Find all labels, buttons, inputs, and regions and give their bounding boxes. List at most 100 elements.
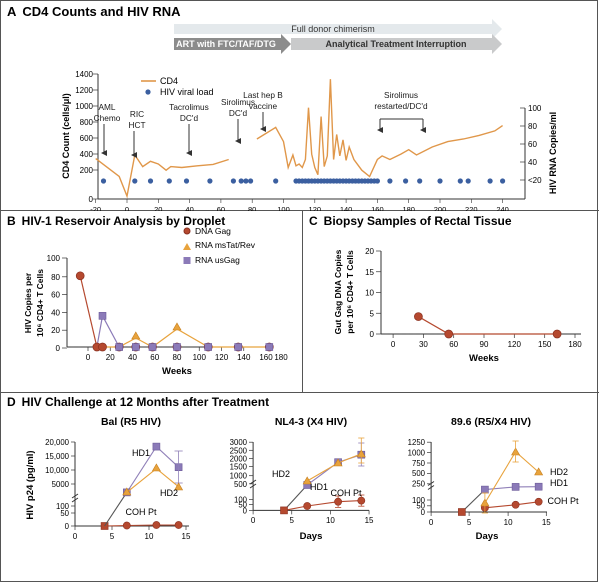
svg-text:RIC: RIC: [130, 109, 144, 119]
svg-text:60: 60: [150, 353, 159, 362]
svg-text:Last hep B: Last hep B: [243, 90, 283, 100]
svg-text:AML: AML: [98, 102, 115, 112]
svg-text:120: 120: [215, 353, 229, 362]
svg-text:80: 80: [51, 273, 60, 282]
svg-text:Days: Days: [300, 531, 323, 542]
svg-text:0: 0: [429, 518, 434, 527]
svg-text:100: 100: [47, 254, 61, 263]
svg-text:15: 15: [365, 268, 374, 277]
svg-text:80: 80: [528, 122, 537, 131]
svg-text:NL4-3 (X4 HIV): NL4-3 (X4 HIV): [275, 416, 347, 428]
svg-text:DC'd: DC'd: [180, 113, 199, 123]
svg-text:20,000: 20,000: [45, 438, 70, 447]
svg-text:60: 60: [51, 291, 60, 300]
svg-text:restarted/DC'd: restarted/DC'd: [374, 101, 428, 111]
svg-text:0: 0: [86, 353, 91, 362]
svg-text:0: 0: [251, 516, 256, 525]
svg-text:60: 60: [528, 140, 537, 149]
svg-text:COH Pt: COH Pt: [330, 488, 362, 498]
svg-text:0: 0: [370, 330, 375, 339]
svg-text:5: 5: [370, 309, 375, 318]
svg-text:1000: 1000: [408, 448, 426, 457]
svg-text:500: 500: [412, 469, 426, 478]
svg-text:HIV RNA Copies/ml: HIV RNA Copies/ml: [548, 112, 558, 194]
svg-text:HD1: HD1: [132, 448, 150, 458]
svg-text:HCT: HCT: [128, 120, 145, 130]
svg-text:250: 250: [412, 480, 426, 489]
svg-text:40: 40: [128, 353, 137, 362]
svg-text:800: 800: [80, 118, 94, 127]
svg-text:5: 5: [110, 532, 115, 541]
svg-text:Tacrolimus: Tacrolimus: [169, 102, 209, 112]
svg-text:0: 0: [391, 340, 396, 349]
svg-text:180: 180: [274, 353, 288, 362]
svg-text:150: 150: [538, 340, 552, 349]
svg-text:Chemo: Chemo: [94, 113, 121, 123]
svg-text:160: 160: [259, 353, 273, 362]
svg-text:100: 100: [193, 353, 207, 362]
svg-text:COH Pt: COH Pt: [547, 496, 579, 506]
svg-text:10: 10: [365, 289, 374, 298]
svg-text:80: 80: [173, 353, 182, 362]
svg-text:HIV viral load: HIV viral load: [160, 87, 214, 97]
svg-text:40: 40: [51, 308, 60, 317]
svg-text:60: 60: [449, 340, 458, 349]
svg-text:90: 90: [480, 340, 489, 349]
svg-text:40: 40: [528, 158, 537, 167]
svg-text:0: 0: [65, 522, 70, 531]
svg-text:20: 20: [106, 353, 115, 362]
svg-text:30: 30: [419, 340, 428, 349]
svg-text:89.6 (R5/X4 HIV): 89.6 (R5/X4 HIV): [451, 416, 531, 428]
svg-text:5: 5: [467, 518, 472, 527]
svg-text:Days: Days: [476, 531, 499, 542]
svg-text:750: 750: [412, 459, 426, 468]
svg-text:RNA msTat/Rev: RNA msTat/Rev: [195, 240, 256, 250]
svg-text:5: 5: [290, 516, 295, 525]
svg-text:140: 140: [237, 353, 251, 362]
svg-text:0: 0: [56, 344, 61, 353]
svg-text:0: 0: [73, 532, 78, 541]
svg-text:Sirolimus: Sirolimus: [384, 90, 418, 100]
svg-text:10: 10: [326, 516, 335, 525]
svg-text:RNA usGag: RNA usGag: [195, 255, 240, 265]
svg-text:Full donor chimerism: Full donor chimerism: [291, 24, 375, 34]
svg-text:200: 200: [80, 166, 94, 175]
svg-text:10,000: 10,000: [45, 466, 70, 475]
svg-text:1400: 1400: [75, 70, 93, 79]
svg-text:15: 15: [542, 518, 551, 527]
svg-text:400: 400: [80, 150, 94, 159]
svg-text:HIV p24 (pg/ml): HIV p24 (pg/ml): [25, 450, 36, 519]
svg-text:10: 10: [504, 518, 513, 527]
svg-text:HD1: HD1: [550, 478, 568, 488]
svg-text:Analytical Treatment Interrupt: Analytical Treatment Interruption: [325, 39, 466, 49]
svg-text:600: 600: [80, 134, 94, 143]
svg-text:500: 500: [234, 480, 248, 489]
svg-text:10⁶ CD4+ T Cells: 10⁶ CD4+ T Cells: [35, 269, 45, 337]
svg-text:20: 20: [51, 326, 60, 335]
svg-text:DNA Gag: DNA Gag: [195, 226, 231, 236]
svg-text:HIV Copies per: HIV Copies per: [23, 272, 33, 333]
svg-text:0: 0: [243, 506, 248, 515]
svg-text:1000: 1000: [75, 102, 93, 111]
svg-text:15,000: 15,000: [45, 452, 70, 461]
svg-text:15: 15: [182, 532, 191, 541]
svg-text:DC'd: DC'd: [229, 108, 248, 118]
svg-text:ART with FTC/TAF/DTG: ART with FTC/TAF/DTG: [176, 39, 276, 49]
svg-text:1250: 1250: [408, 438, 426, 447]
svg-text:Gut Gag DNA Copies: Gut Gag DNA Copies: [333, 249, 343, 334]
svg-text:0: 0: [89, 195, 94, 204]
svg-text:10: 10: [145, 532, 154, 541]
svg-text:CD4: CD4: [160, 76, 178, 86]
svg-text:Weeks: Weeks: [162, 366, 192, 377]
svg-text:HD2: HD2: [272, 469, 290, 479]
svg-text:180: 180: [568, 340, 582, 349]
svg-text:1200: 1200: [75, 86, 93, 95]
svg-text:vaccine: vaccine: [249, 101, 278, 111]
svg-text:1500: 1500: [230, 463, 248, 472]
svg-text:20: 20: [365, 247, 374, 256]
svg-text:per 10⁶ CD4+ T Cells: per 10⁶ CD4+ T Cells: [345, 250, 355, 334]
svg-text:COH Pt: COH Pt: [125, 507, 157, 517]
svg-text:120: 120: [508, 340, 522, 349]
svg-text:HD1: HD1: [310, 482, 328, 492]
svg-text:5000: 5000: [52, 480, 70, 489]
